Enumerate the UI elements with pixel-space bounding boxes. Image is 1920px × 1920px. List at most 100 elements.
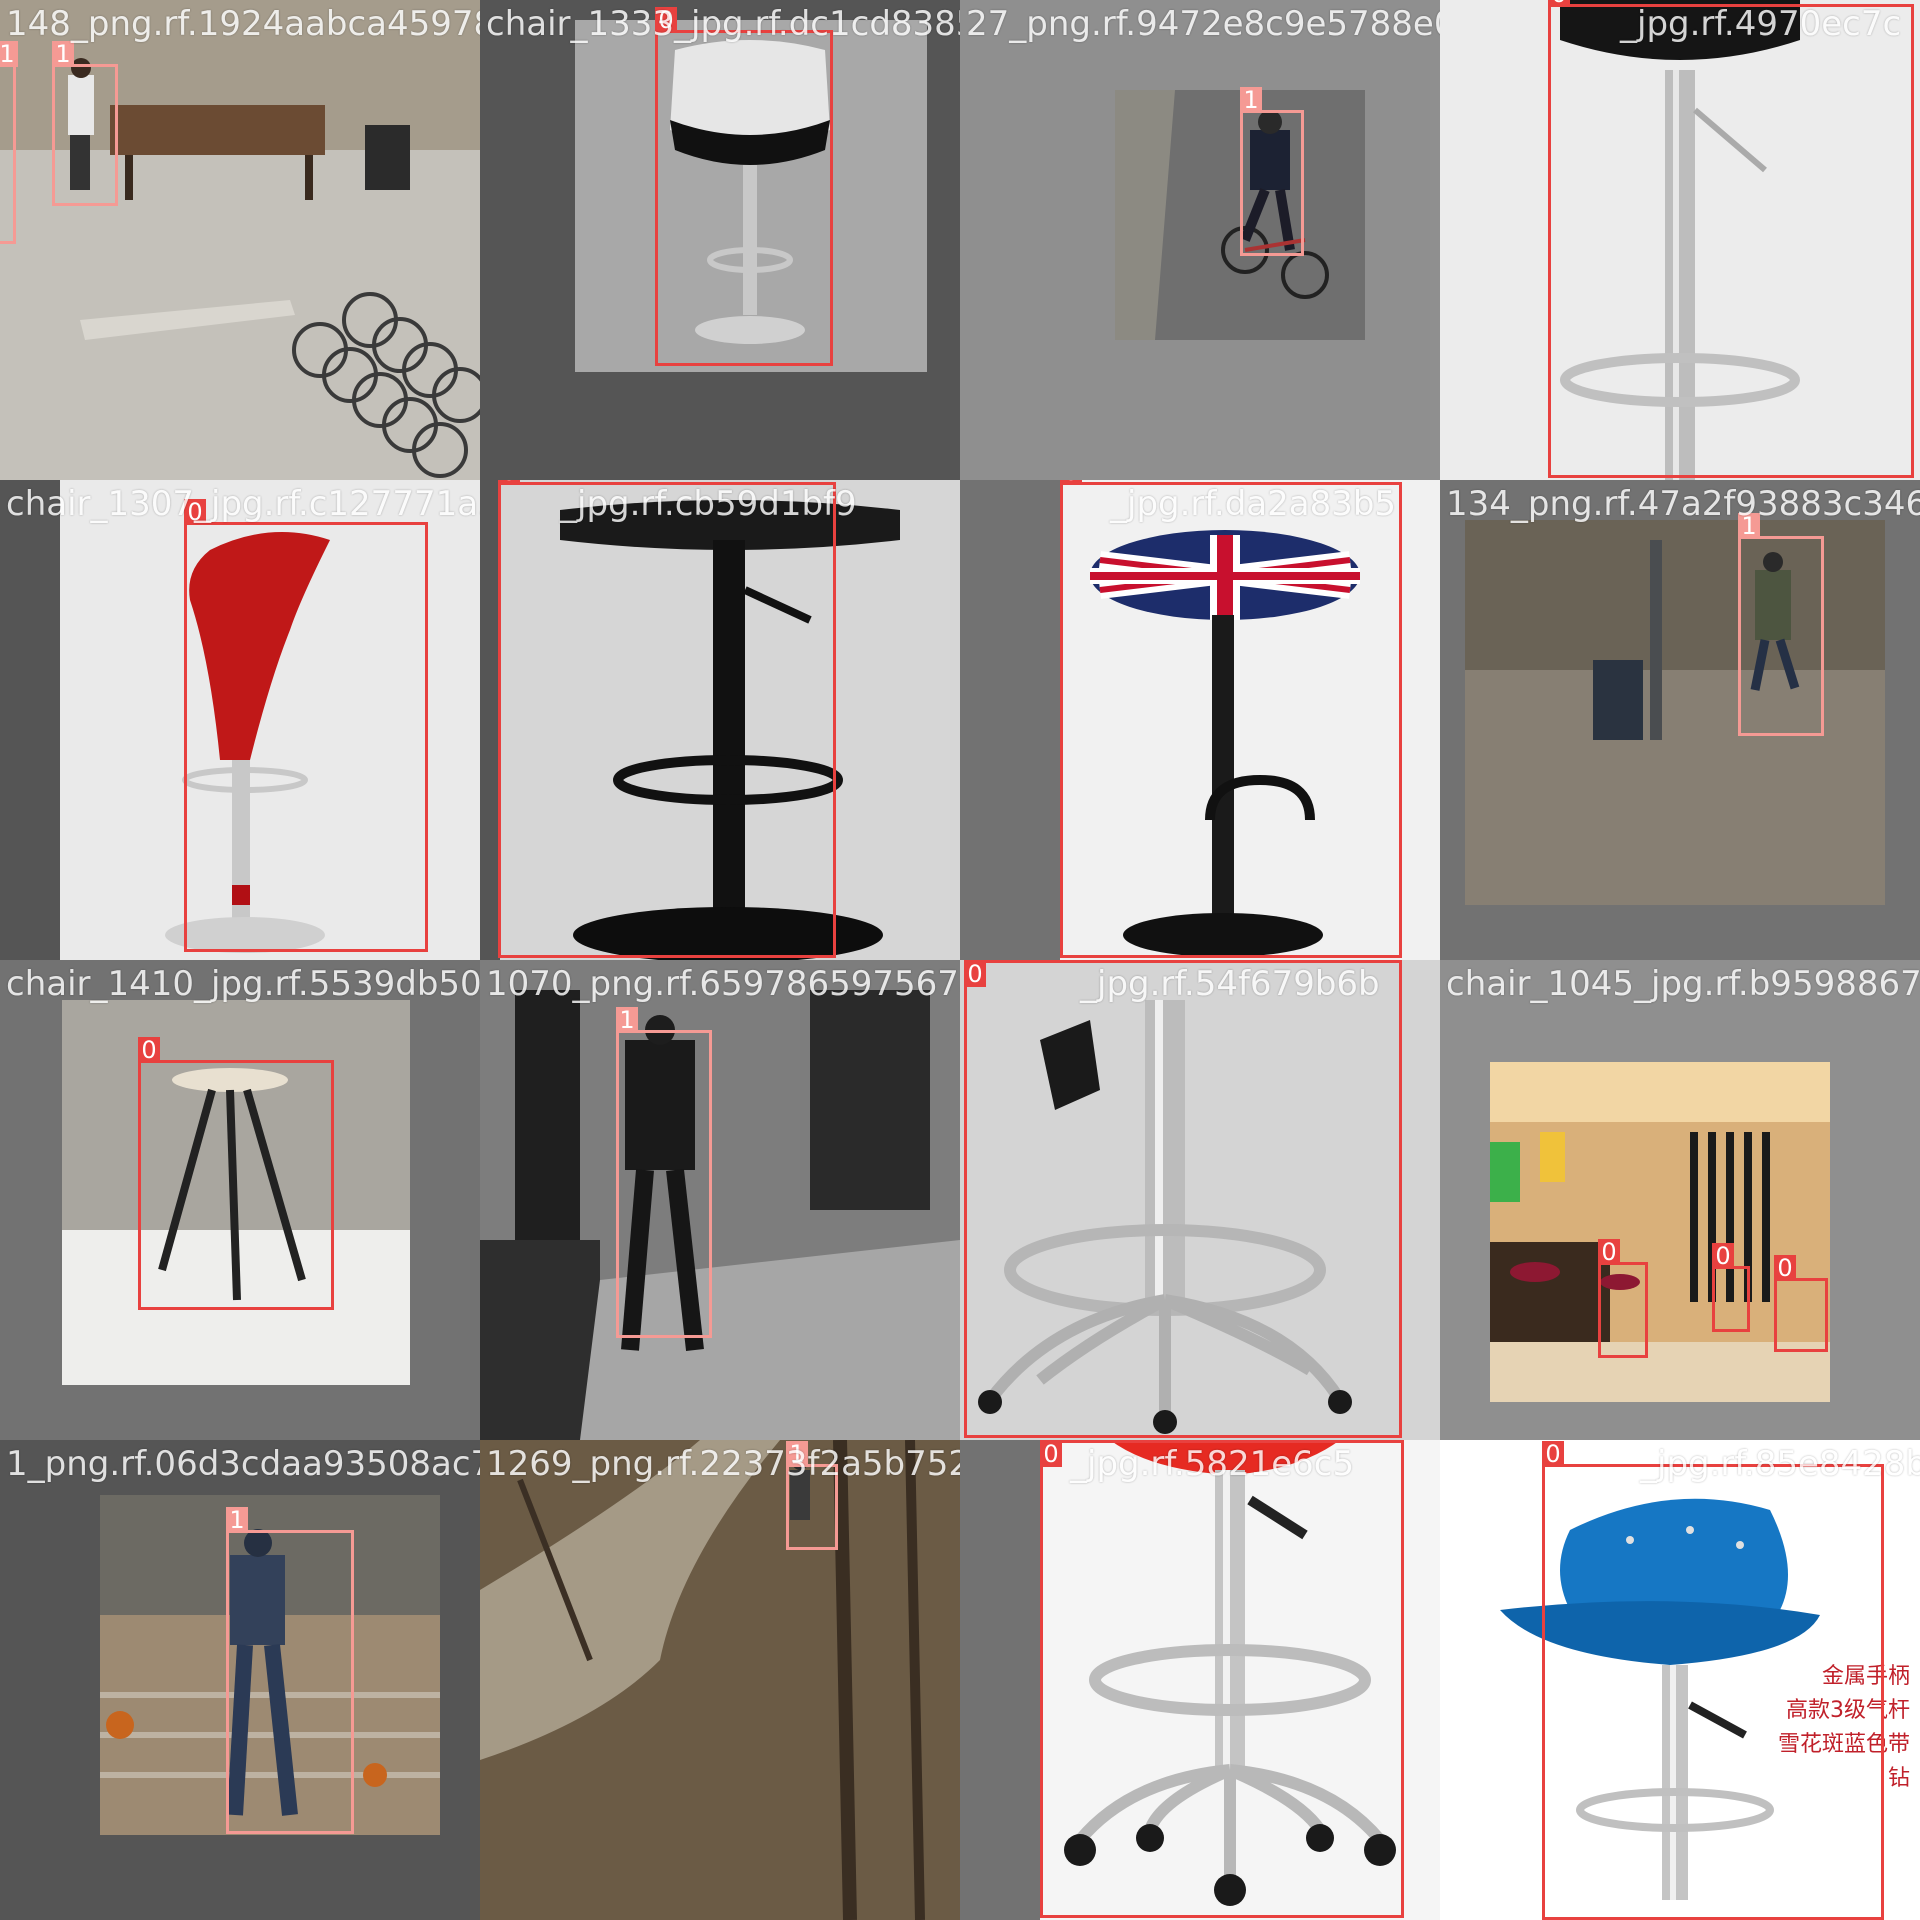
tile-photo [480,1440,960,1920]
class-label: 0 [1598,1239,1620,1265]
image-filename: 134_png.rf.47a2f93883c3464 [1446,484,1920,524]
bounding-box-person: 1 [1738,513,1824,736]
bounding-box-person: 1 [786,1441,838,1550]
bounding-box-chair: 0 [498,480,836,958]
class-label: 0 [1040,1441,1062,1467]
tile-photo [1440,1440,1920,1920]
tile-12: 0 0 0 chair_1045_jpg.rf.b9598867 [1440,960,1920,1440]
caster-stool-illustration [978,1000,1352,1434]
tile-photo [100,1495,440,1835]
tile-photo [62,1000,410,1385]
class-label: 0 [1548,0,1570,7]
hallway-scene-illustration [480,960,960,1440]
bounding-box-chair: 0 [1548,0,1914,478]
image-filename: chair_1410_jpg.rf.5539db50 [6,964,480,1004]
tile-photo [1040,1440,1440,1920]
bounding-box-person: 1 [1240,87,1304,256]
bar-stool-illustration [1560,0,1800,480]
tile-9: 0 chair_1410_jpg.rf.5539db50 [0,960,480,1440]
bounding-box-chair: 0 [138,1037,334,1310]
tile-photo [500,480,960,960]
class-label: 0 [964,961,986,987]
tile-6: 0 _jpg.rf.cb59d1bf9 [480,480,960,960]
tile-14: 1 1269_png.rf.22373f2a5b75285d [480,1440,960,1920]
bounding-box-chair: 0 [1598,1239,1648,1358]
bounding-box-person: 1 [616,1007,712,1338]
image-filename: _jpg.rf.da2a83b5 [1110,484,1397,524]
class-label: 1 [1738,513,1760,539]
tile-11: 0 _jpg.rf.54f679b6b [960,960,1440,1440]
porch-scene-illustration [100,1495,440,1835]
bounding-box-person: 1 [0,41,18,244]
image-filename: chair_1333_jpg.rf.dc1cd8385 [486,4,960,44]
bounding-box-chair: 0 [1712,1243,1750,1332]
tile-8: 1 134_png.rf.47a2f93883c3464 [1440,480,1920,960]
image-filename: chair_1307_jpg.rf.c127771a3 [6,484,480,524]
class-label: 0 [184,499,206,525]
class-label: 1 [226,1507,248,1533]
image-filename: 1269_png.rf.22373f2a5b75285d [486,1444,960,1484]
tile-photo [575,20,927,372]
tile-13: 1 1_png.rf.06d3cdaa93508ac7 [0,1440,480,1920]
tile-3: 1 27_png.rf.9472e8c9e5788e00 [960,0,1440,480]
tile-7: 0 _jpg.rf.da2a83b5 [960,480,1440,960]
class-label: 0 [1712,1243,1734,1269]
bounding-box-person: 1 [226,1507,354,1834]
class-label: 0 [498,480,520,485]
image-filename: 1_png.rf.06d3cdaa93508ac7 [6,1444,480,1484]
bar-stool-illustration [670,40,830,344]
tile-5: 0 chair_1307_jpg.rf.c127771a3 [0,480,480,960]
image-filename: 27_png.rf.9472e8c9e5788e00 [966,4,1440,44]
tile-2: 0 chair_1333_jpg.rf.dc1cd8385 [480,0,960,480]
tile-photo [1465,520,1885,905]
bar-stool-illustration [560,500,900,960]
image-filename: chair_1045_jpg.rf.b9598867 [1446,964,1920,1004]
bounding-box-chair: 0 [184,499,428,952]
bar-stool-illustration [1090,530,1360,957]
image-filename: _jpg.rf.5821e6c5 [1070,1444,1355,1484]
tile-photo [960,960,1440,1440]
bounding-box-chair: 0 [1542,1441,1884,1920]
class-label: 1 [1240,87,1262,113]
street-scene-illustration [1465,520,1885,905]
class-label: 0 [1542,1441,1564,1467]
caster-stool-illustration [1064,1440,1396,1906]
bounding-box-chair: 0 [655,7,833,366]
tile-1: 1 1 148_png.rf.1924aabca45978 [0,0,480,480]
class-label: 0 [655,7,677,33]
class-label: 1 [786,1441,808,1467]
tile-15: 0 _jpg.rf.5821e6c5 [960,1440,1440,1920]
feature-line: 金属手柄 [1821,1664,1910,1689]
image-filename: _jpg.rf.cb59d1bf9 [560,484,857,524]
image-filename: 1070_png.rf.65978659756789 [486,964,960,1004]
feature-line: 雪花斑蓝色带钻 [1777,1732,1910,1791]
tile-4: 0 _jpg.rf.4970ec7c [1440,0,1920,480]
tile-photo [1440,0,1920,480]
image-filename: _jpg.rf.54f679b6b [1080,964,1380,1004]
bounding-box-chair: 0 [1774,1255,1828,1352]
bounding-box-chair: 0 [1040,1440,1404,1918]
bounding-box-chair: 0 [964,960,1402,1438]
class-label: 0 [1774,1255,1796,1281]
forest-path-illustration [480,1440,960,1920]
tile-photo [1060,480,1440,960]
image-filename: 148_png.rf.1924aabca45978 [6,4,480,44]
cafe-interior-illustration [1490,1062,1830,1402]
image-filename: _jpg.rf.4970ec7c [1620,4,1902,44]
bar-chair-illustration [1500,1498,1820,1900]
bounding-box-chair: 0 [1060,480,1402,958]
tile-10: 1 1070_png.rf.65978659756789 [480,960,960,1440]
image-filename: _jpg.rf.85e8428b [1640,1444,1920,1484]
class-label: 1 [616,1007,638,1033]
feature-line: 高款3级气杆 [1786,1698,1910,1723]
tile-photo [480,960,960,1440]
tile-photo [60,480,480,960]
class-label: 1 [52,41,74,67]
class-label: 0 [138,1037,160,1063]
class-label: 0 [1060,480,1082,485]
class-label: 1 [0,41,18,67]
product-feature-text: 金属手柄 高款3级气杆 雪花斑蓝色带钻 [1770,1660,1910,1796]
tile-16: 金属手柄 高款3级气杆 雪花斑蓝色带钻 0 _jpg.rf.85e8428b [1440,1440,1920,1920]
bounding-box-person: 1 [52,41,118,206]
